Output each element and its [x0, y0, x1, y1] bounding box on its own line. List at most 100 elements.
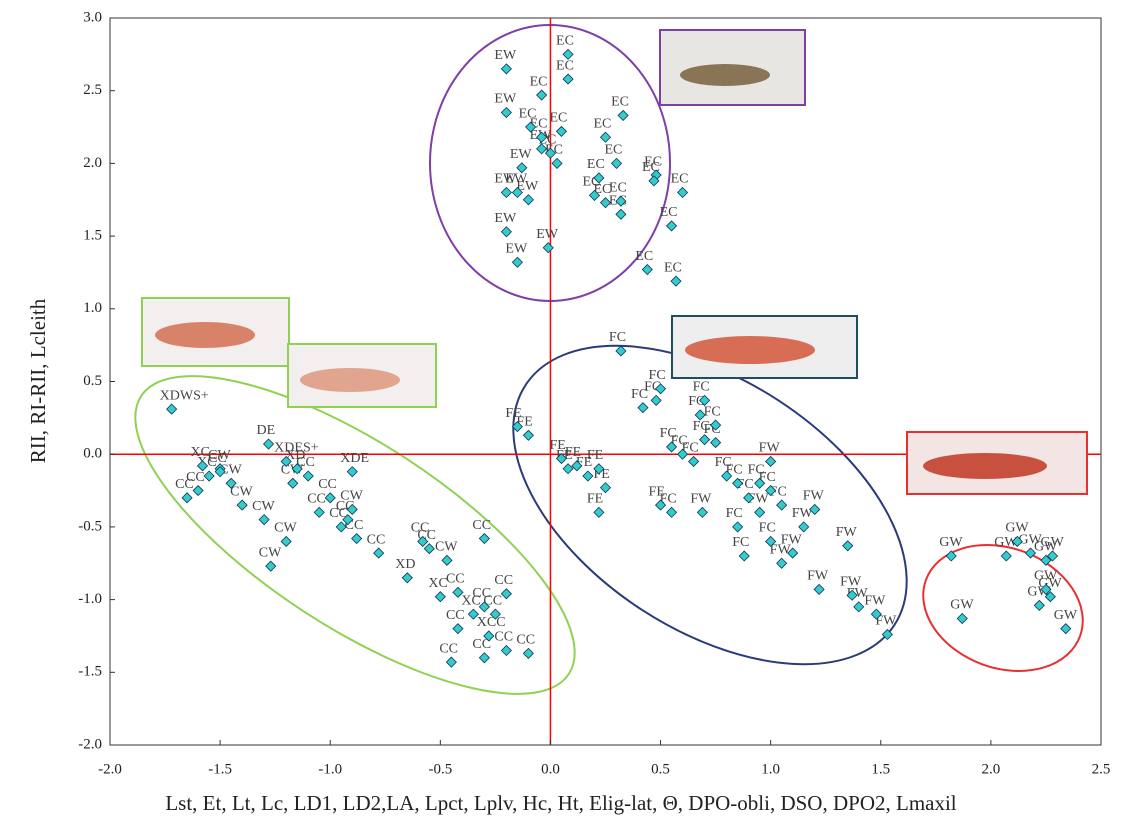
- point: [536, 143, 548, 155]
- point: [599, 131, 612, 143]
- point-label: FE: [549, 438, 565, 453]
- x-axis-title: Lst, Et, Lt, Lc, LD1, LD2,LA, Lpct, Lplv…: [165, 791, 956, 815]
- point: [666, 441, 678, 453]
- point: [696, 506, 708, 518]
- point: [265, 560, 277, 572]
- point: [688, 455, 700, 468]
- point: [452, 586, 464, 598]
- point: [615, 345, 627, 357]
- x-tick-label: 2.5: [1092, 761, 1111, 777]
- point-label: FW: [875, 614, 897, 629]
- point: [445, 656, 457, 668]
- photos: [141, 29, 1088, 495]
- x-tick-label: -1.5: [208, 761, 232, 777]
- point: [489, 608, 501, 620]
- y-tick-label: -1.0: [78, 591, 102, 607]
- point-label: CC: [483, 593, 502, 608]
- point-label: FC: [759, 521, 776, 536]
- point-label: XC: [190, 445, 209, 460]
- point-label: EC: [644, 154, 662, 169]
- point: [1060, 623, 1072, 635]
- point: [776, 557, 788, 569]
- point: [562, 73, 574, 85]
- point: [225, 477, 237, 489]
- point-label: XC: [428, 576, 447, 591]
- point: [236, 499, 248, 511]
- point: [511, 186, 523, 199]
- point: [401, 572, 413, 584]
- point: [434, 591, 446, 603]
- point: [500, 644, 512, 657]
- point: [710, 419, 722, 431]
- point: [500, 106, 512, 119]
- point-label: CC: [472, 586, 491, 601]
- point-label: XDWS+: [160, 388, 209, 403]
- point-label: CW: [340, 489, 363, 504]
- point-label: FC: [660, 426, 677, 441]
- point: [732, 521, 744, 533]
- point-label: FW: [836, 525, 858, 540]
- point-label: EC: [609, 180, 627, 195]
- point-label: CW: [230, 484, 253, 499]
- cluster-ellipse: [134, 375, 576, 695]
- point: [417, 535, 429, 548]
- x-tick-label: -0.5: [428, 761, 452, 777]
- point-label: EC: [594, 116, 612, 131]
- point: [291, 463, 303, 475]
- point: [945, 550, 957, 562]
- point-label: CC: [186, 470, 205, 485]
- point-label: EC: [530, 74, 548, 89]
- point-label: EC: [664, 260, 682, 275]
- point-label: FW: [781, 532, 803, 547]
- point-label: EW: [494, 48, 517, 63]
- point-label: FC: [688, 394, 705, 409]
- point-label: FE: [649, 484, 665, 499]
- point-label: FW: [807, 569, 829, 584]
- point-label: FC: [732, 535, 749, 550]
- point-label: XC: [461, 593, 480, 608]
- point-label: GW: [1019, 532, 1043, 547]
- point-label: EW: [494, 172, 517, 187]
- point: [555, 452, 568, 465]
- point: [1011, 535, 1023, 548]
- point: [743, 492, 755, 504]
- point-label: EW: [494, 92, 517, 107]
- point-label: CC: [329, 506, 348, 521]
- point-label: FC: [644, 380, 661, 395]
- point: [522, 647, 534, 659]
- point: [1046, 550, 1059, 562]
- point: [615, 208, 627, 220]
- point-label: CC: [411, 521, 430, 536]
- point-label: CW: [274, 521, 297, 536]
- point: [842, 540, 854, 552]
- point-label: CC: [307, 492, 326, 507]
- point-label: CC: [446, 572, 465, 587]
- point: [641, 263, 653, 276]
- point-label: XD: [285, 448, 305, 463]
- point-label: EC: [660, 205, 678, 220]
- point: [813, 583, 825, 595]
- point-label: CW: [259, 545, 282, 560]
- y-tick-label: -1.5: [78, 664, 102, 680]
- point: [542, 242, 554, 254]
- point-label: CC: [296, 455, 315, 470]
- point-label: FW: [748, 492, 770, 507]
- point-label: EC: [671, 172, 689, 187]
- point-label: FC: [737, 477, 754, 492]
- point: [1044, 591, 1056, 603]
- point-label: FW: [770, 542, 792, 557]
- point: [214, 466, 226, 478]
- point-label: CC: [208, 451, 227, 466]
- point-label: CC: [494, 630, 513, 645]
- point: [615, 195, 627, 207]
- point: [516, 162, 528, 174]
- point: [287, 477, 299, 489]
- point: [666, 506, 678, 518]
- point-label: GW: [950, 598, 974, 613]
- point-label: EW: [494, 211, 517, 226]
- point: [765, 535, 777, 548]
- point-label: XCC: [477, 615, 506, 630]
- point: [754, 506, 766, 518]
- point-label: EC: [556, 34, 574, 49]
